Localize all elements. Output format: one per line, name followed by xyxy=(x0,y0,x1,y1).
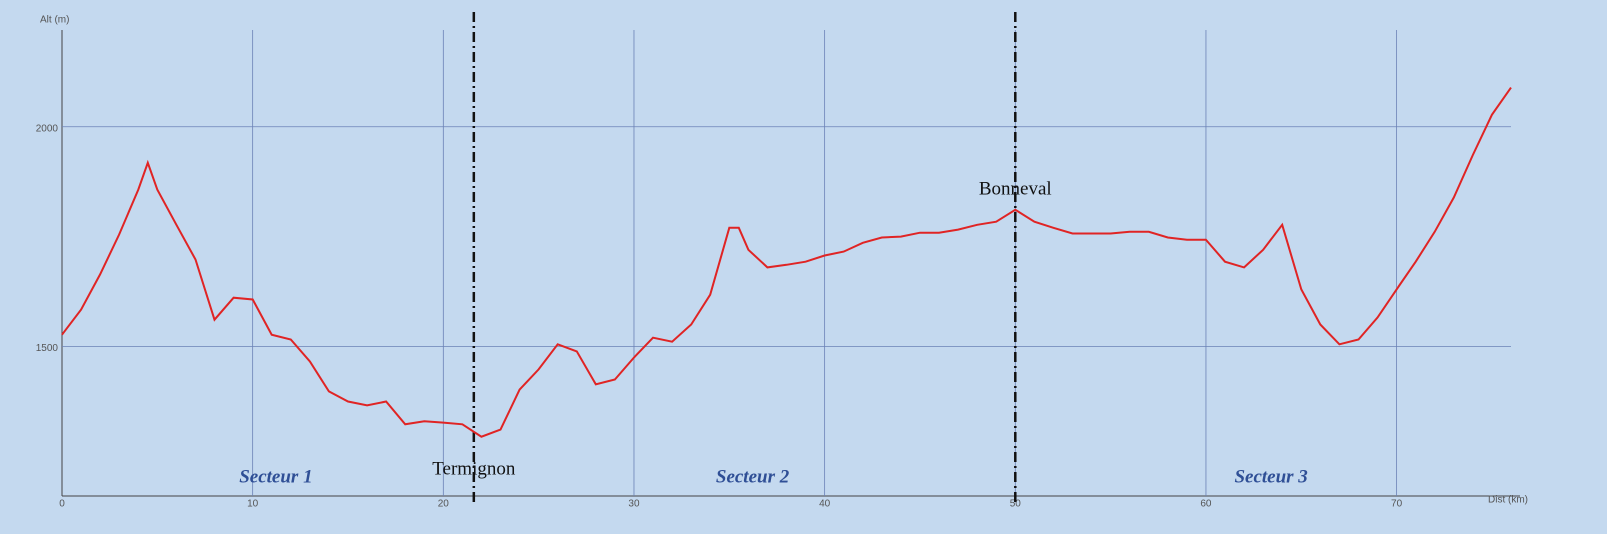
place-label: Termignon xyxy=(432,458,516,479)
sector-label: Secteur 1 xyxy=(239,466,312,487)
y-axis-label: Alt (m) xyxy=(40,15,69,26)
y-tick-label: 1500 xyxy=(36,343,59,354)
place-label: Bonneval xyxy=(979,178,1052,199)
x-tick-label: 40 xyxy=(819,499,831,510)
x-tick-label: 20 xyxy=(438,499,450,510)
x-tick-label: 70 xyxy=(1391,499,1403,510)
sector-label: Secteur 2 xyxy=(716,466,790,487)
y-tick-label: 2000 xyxy=(36,123,59,134)
x-axis-label: Dist (km) xyxy=(1488,495,1528,506)
x-tick-label: 0 xyxy=(59,499,65,510)
sector-label: Secteur 3 xyxy=(1234,466,1307,487)
x-tick-label: 30 xyxy=(628,499,640,510)
x-tick-label: 60 xyxy=(1200,499,1212,510)
x-tick-label: 10 xyxy=(247,499,259,510)
elevation-line xyxy=(61,87,1512,438)
x-tick-label: 50 xyxy=(1010,499,1022,510)
